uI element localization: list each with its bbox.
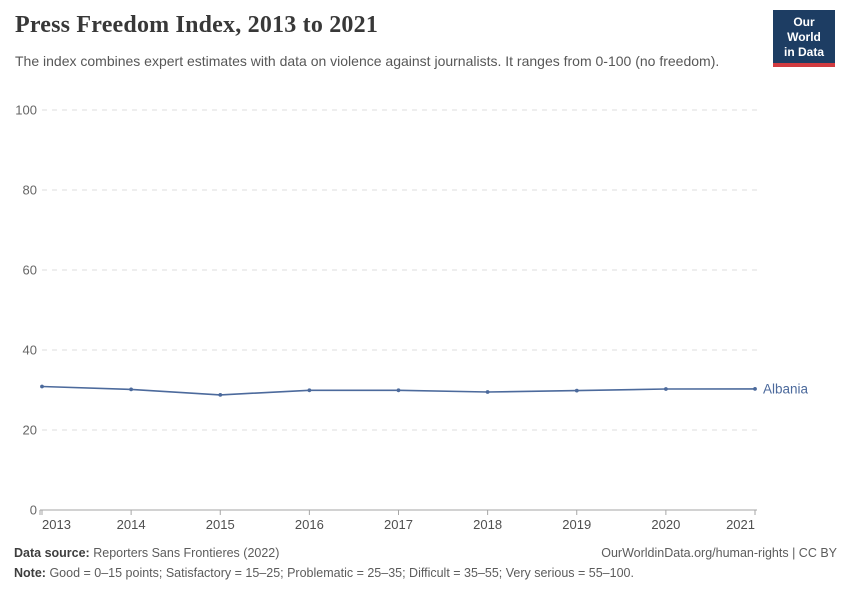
note-line: Note: Good = 0–15 points; Satisfactory =… (14, 565, 837, 581)
page-title: Press Freedom Index, 2013 to 2021 (15, 12, 379, 38)
series-end-label: Albania (763, 381, 809, 396)
data-point (664, 387, 668, 391)
owid-logo-line1: Our World (787, 15, 821, 44)
y-tick-label: 100 (15, 103, 37, 118)
y-tick-label: 20 (23, 423, 37, 438)
x-tick-label: 2018 (473, 517, 502, 532)
y-tick-label: 0 (30, 503, 37, 518)
line-chart-canvas: 0 20 40 60 80 100 2013 2014 2015 2016 2017 2018 2019… (15, 103, 809, 533)
attribution-line: OurWorldinData.org/human-rights | CC BY (601, 545, 837, 561)
owid-logo-line2: in Data (783, 45, 824, 59)
owid-logo: Our World in Data (773, 10, 835, 67)
data-point (129, 387, 134, 392)
chart-subtitle: The index combines expert estimates with… (15, 53, 720, 69)
note-label: Note: (14, 566, 46, 580)
x-tick-label: 2021 (726, 517, 755, 532)
note-value: Good = 0–15 points; Satisfactory = 15–25… (49, 566, 634, 580)
data-point (307, 388, 312, 393)
x-tick-label: 2020 (651, 517, 680, 532)
data-point (218, 393, 223, 397)
data-point (40, 384, 44, 389)
y-tick-label: 80 (23, 183, 37, 198)
data-point (574, 388, 579, 393)
y-tick-label: 40 (23, 343, 37, 358)
x-tick-label: 2019 (562, 517, 591, 532)
data-source-label: Data source: (14, 546, 90, 560)
y-tick-label: 60 (23, 263, 37, 278)
data-point (753, 387, 757, 391)
x-tick-label: 2013 (42, 517, 71, 532)
data-point (396, 388, 401, 393)
data-source-value: Reporters Sans Frontieres (2022) (93, 546, 280, 560)
x-tick-label: 2016 (295, 517, 324, 532)
data-point (485, 390, 490, 394)
attribution-text: OurWorldinData.org/human-rights | CC BY (601, 546, 837, 560)
x-tick-label: 2015 (206, 517, 235, 532)
data-source-line: Data source: Reporters Sans Frontieres (… (14, 545, 279, 561)
x-tick-label: 2017 (384, 517, 413, 532)
x-tick-label: 2014 (117, 517, 146, 532)
chart-footer: Data source: Reporters Sans Frontieres (… (14, 545, 837, 581)
